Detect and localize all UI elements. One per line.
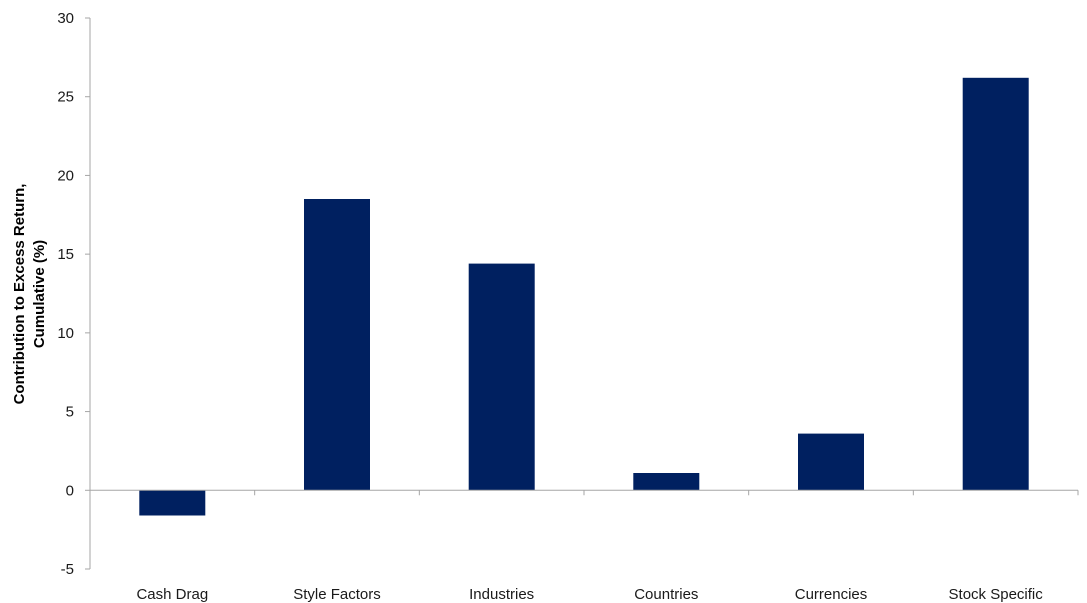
y-axis-title-line-1: Contribution to Excess Return,: [11, 184, 28, 405]
y-tick-label: 5: [66, 404, 74, 421]
x-tick-label: Industries: [469, 586, 534, 603]
y-axis-title-line-2: Cumulative (%): [31, 240, 48, 348]
x-tick-label: Countries: [634, 586, 698, 603]
y-tick-label: 30: [57, 10, 74, 27]
x-tick-label: Cash Drag: [136, 586, 208, 603]
y-tick-label: 10: [57, 325, 74, 342]
bar-industries: [468, 263, 535, 491]
y-tick-label: 25: [57, 89, 74, 106]
x-tick-label: Style Factors: [293, 586, 381, 603]
bar-cash-drag: [139, 490, 206, 516]
bar-currencies: [798, 433, 864, 491]
y-axis-title: Contribution to Excess Return, Cumulativ…: [11, 184, 48, 405]
bar-countries: [633, 473, 700, 491]
y-tick-label: 20: [57, 167, 74, 184]
bar-stock-specific: [962, 77, 1029, 491]
x-tick-label: Stock Specific: [949, 586, 1044, 603]
y-tick-label: -5: [61, 561, 74, 578]
y-tick-label: 15: [57, 246, 74, 263]
x-tick-label: Currencies: [795, 586, 868, 603]
bar-style-factors: [304, 199, 370, 491]
y-tick-label: 0: [66, 482, 74, 499]
